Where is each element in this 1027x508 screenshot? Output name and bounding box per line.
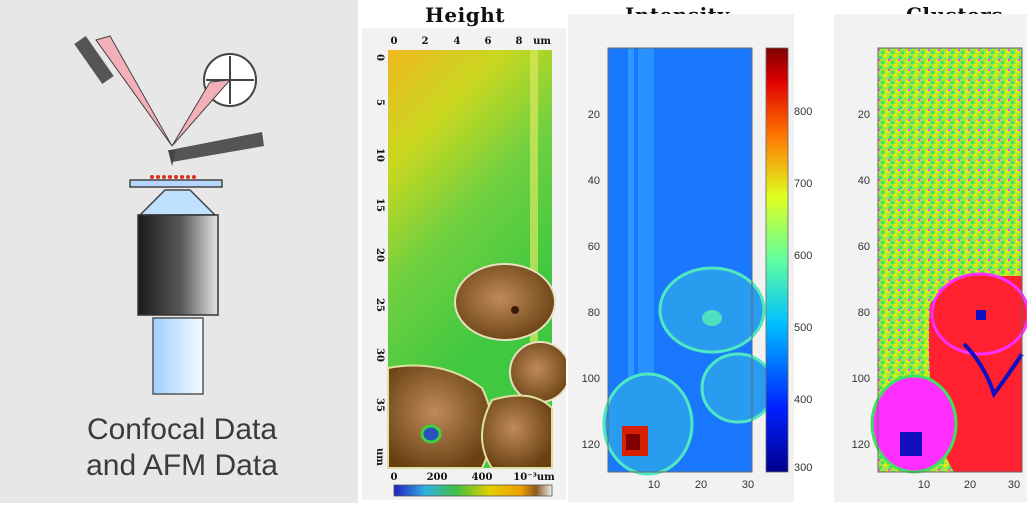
setup-panel: Confocal Data and AFM Data: [0, 0, 358, 503]
height-left-tick: 5: [374, 99, 385, 106]
height-top-tick: 6: [485, 36, 492, 47]
height-left-tick: 30: [374, 348, 385, 362]
caption-line-1: Confocal Data: [86, 413, 278, 446]
height-left-unit: um: [374, 448, 385, 466]
clusters-y-tick: 80: [858, 307, 870, 319]
intensity-colorbar-tick: 700: [794, 178, 813, 190]
reflected-beam-icon: [171, 79, 232, 147]
intensity-map: 20 40 60 80 100 120 10 20 30: [568, 14, 794, 502]
height-top-tick: 4: [454, 36, 461, 47]
intensity-x-tick: 20: [695, 479, 707, 491]
cover-slip-icon: [129, 179, 223, 188]
height-title: Height: [425, 3, 505, 27]
intensity-y-tick: 20: [588, 109, 600, 121]
afm-tip-icon: [168, 150, 176, 166]
intensity-x-tick: 30: [742, 479, 754, 491]
height-cell-4: [481, 394, 553, 469]
clusters-y-tick: 20: [858, 109, 870, 121]
tube-icon: [152, 317, 204, 395]
height-colorbar-tick: 200: [427, 472, 448, 483]
intensity-y-tick: 100: [582, 373, 600, 385]
height-left-tick: 20: [374, 248, 385, 262]
objective-lens-icon: [138, 189, 217, 216]
intensity-colorbar-tick: 500: [794, 322, 813, 334]
height-cell-1: [454, 263, 556, 341]
height-map: 0 2 4 6 8 um 0 5 10 15 20 25 30 35 um 0 …: [362, 28, 566, 500]
intensity-y-tick: 120: [582, 439, 600, 451]
intensity-cell-3: [602, 372, 694, 476]
height-top-tick: 0: [391, 36, 398, 47]
intensity-colorbar-labels: 800 700 600 500 400 300: [794, 0, 834, 503]
clusters-region-magenta: [870, 374, 958, 474]
height-left-tick: 25: [374, 298, 385, 312]
height-colorbar-tick: 0: [391, 472, 398, 483]
intensity-y-tick: 40: [588, 175, 600, 187]
intensity-cell-2: [700, 352, 776, 424]
height-cell-2: [509, 341, 566, 403]
intensity-y-tick: 60: [588, 241, 600, 253]
height-colorbar: [393, 484, 553, 497]
height-top-tick: 2: [422, 36, 429, 47]
objective-body-icon: [137, 214, 219, 316]
clusters-x-tick: 10: [918, 479, 930, 491]
height-top-tick: 8: [516, 36, 523, 47]
cantilever-icon: [170, 132, 264, 162]
clusters-y-tick: 60: [858, 241, 870, 253]
caption-line-2: and AFM Data: [86, 449, 278, 482]
clusters-y-tick: 40: [858, 175, 870, 187]
intensity-x-tick: 10: [648, 479, 660, 491]
intensity-y-tick: 80: [588, 307, 600, 319]
height-left-tick: 0: [374, 54, 385, 61]
laser-beam-icon: [95, 35, 173, 147]
intensity-colorbar: [765, 47, 789, 473]
height-colorbar-tick: 400: [472, 472, 493, 483]
intensity-colorbar-tick: 300: [794, 462, 813, 474]
clusters-y-tick: 100: [852, 373, 870, 385]
setup-caption: Confocal Data and AFM Data: [62, 412, 302, 484]
height-top-unit: um: [533, 36, 551, 47]
height-left-tick: 10: [374, 148, 385, 162]
sample-icon: [150, 175, 196, 179]
laser-source-icon: [74, 35, 114, 85]
clusters-y-tick: 120: [852, 439, 870, 451]
clusters-map: 20 40 60 80 100 120 10 20 30: [834, 14, 1027, 502]
height-left-tick: 15: [374, 198, 385, 212]
intensity-colorbar-tick: 600: [794, 250, 813, 262]
clusters-x-tick: 30: [1008, 479, 1020, 491]
clusters-x-tick: 20: [964, 479, 976, 491]
intensity-colorbar-tick: 800: [794, 106, 813, 118]
height-colorbar-unit: 10⁻³um: [513, 472, 555, 483]
setup-illustration: [74, 35, 264, 395]
intensity-colorbar-tick: 400: [794, 394, 813, 406]
height-left-tick: 35: [374, 398, 385, 412]
